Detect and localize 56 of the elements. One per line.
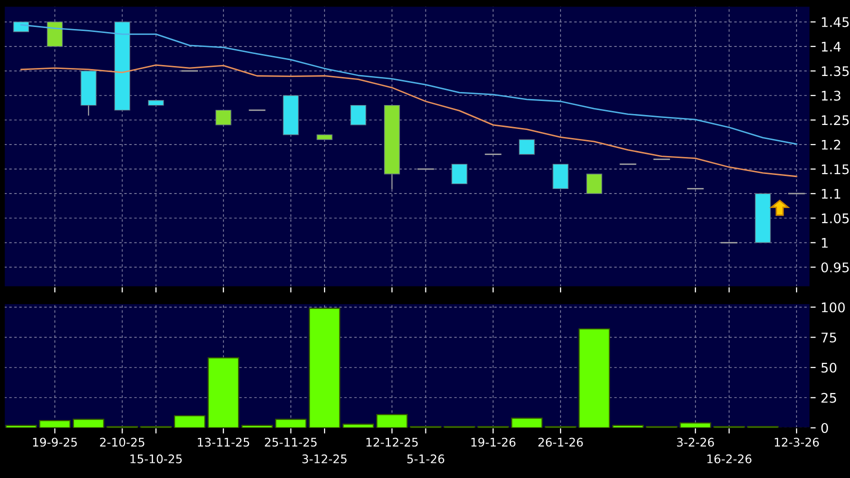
y-tick-label: 75 <box>822 332 836 343</box>
x-tick-label: 5-1-26 <box>407 454 444 464</box>
x-tick-label: 2-10-25 <box>100 438 144 447</box>
y-tick-label: 1.05 <box>822 213 849 224</box>
y-tick-label: 1.4 <box>822 42 841 52</box>
x-tick-label: 3-12-25 <box>302 454 347 464</box>
candlestick <box>148 100 164 106</box>
x-tick-label: 19-1-26 <box>471 438 516 447</box>
y-tick-label: 25 <box>821 392 836 403</box>
bar <box>39 420 71 428</box>
candlestick <box>518 139 535 155</box>
y-tick-label: 1.35 <box>822 66 849 76</box>
y-tick-label: 1 <box>822 238 828 248</box>
bar <box>342 424 374 428</box>
bar <box>308 308 340 428</box>
candlestick <box>114 22 130 111</box>
x-tick-label: 25-11-25 <box>264 438 317 447</box>
candlestick <box>451 164 468 184</box>
candlestick <box>80 70 96 116</box>
x-tick-label: 16-2-26 <box>707 454 752 464</box>
bar <box>376 414 408 428</box>
x-tick-label: 12-3-26 <box>774 438 819 447</box>
bar <box>275 418 307 428</box>
candlestick <box>350 104 366 126</box>
x-tick-label: 13-11-25 <box>198 438 250 447</box>
y-tick-label: 0.95 <box>821 262 849 272</box>
x-tick-label: 12-12-25 <box>366 438 418 447</box>
y-tick-label: 0 <box>821 423 828 434</box>
y-tick-label: 1.2 <box>822 140 840 150</box>
x-tick-label: 19-9-25 <box>33 438 77 447</box>
candlestick <box>316 134 332 140</box>
y-tick-label: 1.15 <box>822 164 849 174</box>
candlestick <box>552 164 568 190</box>
y-tick-label: 1.3 <box>822 90 840 101</box>
y-tick-label: 100 <box>822 302 845 312</box>
line-series <box>20 24 798 145</box>
y-tick-label: 50 <box>821 362 836 373</box>
candlestick <box>586 174 602 194</box>
bar <box>72 418 104 428</box>
bar <box>578 328 610 428</box>
y-tick-label: 1.45 <box>822 17 849 28</box>
x-tick-label: 26-1-26 <box>538 438 583 447</box>
candlestick <box>384 104 400 190</box>
bar <box>208 357 240 428</box>
candlestick <box>13 22 30 32</box>
candlestick <box>215 110 232 126</box>
line-series <box>20 64 798 178</box>
candlestick <box>46 22 63 47</box>
bar <box>174 415 206 428</box>
candlestick <box>282 95 299 136</box>
y-tick-label: 1.1 <box>822 188 840 199</box>
x-tick-label: 15-10-25 <box>130 454 182 464</box>
bar <box>511 418 543 428</box>
y-tick-label: 1.25 <box>822 115 849 126</box>
bar <box>680 422 712 428</box>
x-tick-label: 3-2-26 <box>677 438 714 447</box>
